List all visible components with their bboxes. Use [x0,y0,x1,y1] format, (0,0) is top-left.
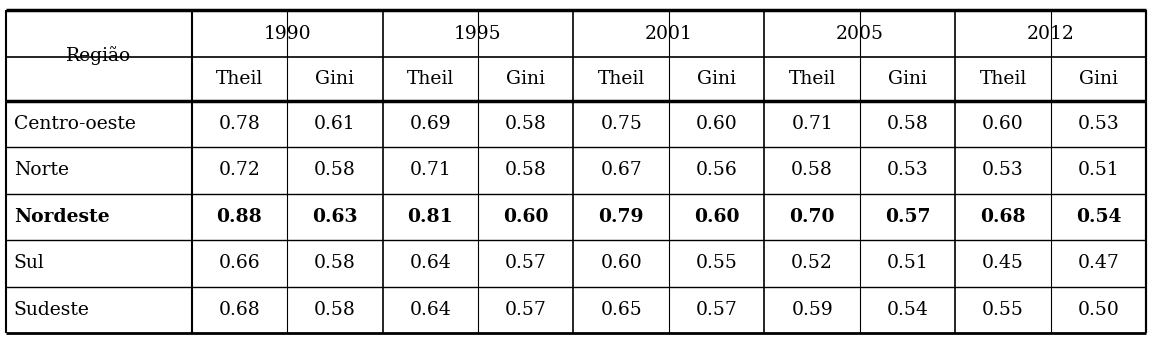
Text: Centro-oeste: Centro-oeste [14,115,136,133]
Text: 0.58: 0.58 [505,161,547,179]
Text: Gini: Gini [506,70,545,88]
Text: 0.69: 0.69 [409,115,452,133]
Text: 0.72: 0.72 [219,161,260,179]
Text: 0.71: 0.71 [409,161,452,179]
Text: 2005: 2005 [836,25,884,43]
Text: 0.51: 0.51 [1077,161,1120,179]
Text: 0.60: 0.60 [503,208,548,226]
Text: 0.61: 0.61 [314,115,356,133]
Text: Norte: Norte [14,161,69,179]
Text: 0.64: 0.64 [409,254,452,272]
Text: 0.81: 0.81 [408,208,453,226]
Text: 0.57: 0.57 [505,254,547,272]
Text: 0.88: 0.88 [217,208,263,226]
Text: 0.58: 0.58 [505,115,547,133]
Text: Theil: Theil [979,70,1026,88]
Text: 0.53: 0.53 [983,161,1024,179]
Text: 0.75: 0.75 [600,115,642,133]
Text: Theil: Theil [215,70,263,88]
Text: 0.68: 0.68 [219,301,260,319]
Text: 1990: 1990 [264,25,311,43]
Text: 0.78: 0.78 [219,115,260,133]
Text: 0.64: 0.64 [409,301,452,319]
Text: 0.68: 0.68 [980,208,1026,226]
Text: 0.63: 0.63 [312,208,357,226]
Text: 0.53: 0.53 [1077,115,1120,133]
Text: 0.60: 0.60 [600,254,642,272]
Text: Região: Região [66,46,131,65]
Text: 2001: 2001 [645,25,692,43]
Text: Sul: Sul [14,254,45,272]
Text: Sudeste: Sudeste [14,301,90,319]
Text: 0.50: 0.50 [1077,301,1120,319]
Text: Gini: Gini [697,70,736,88]
Text: 0.57: 0.57 [505,301,547,319]
Text: Theil: Theil [788,70,835,88]
Text: 0.71: 0.71 [791,115,833,133]
Text: 2012: 2012 [1026,25,1075,43]
Text: 0.70: 0.70 [789,208,835,226]
Text: 0.60: 0.60 [696,115,737,133]
Text: 0.59: 0.59 [791,301,833,319]
Text: 0.51: 0.51 [887,254,929,272]
Text: 0.52: 0.52 [791,254,833,272]
Text: 0.60: 0.60 [694,208,740,226]
Text: 1995: 1995 [454,25,502,43]
Text: 0.57: 0.57 [885,208,931,226]
Text: Gini: Gini [1079,70,1117,88]
Text: 0.58: 0.58 [791,161,833,179]
Text: 0.58: 0.58 [313,254,356,272]
Text: 0.47: 0.47 [1077,254,1120,272]
Text: 0.79: 0.79 [599,208,644,226]
Text: 0.54: 0.54 [887,301,929,319]
Text: 0.58: 0.58 [313,301,356,319]
Text: Gini: Gini [888,70,927,88]
Text: Gini: Gini [316,70,355,88]
Text: Nordeste: Nordeste [14,208,109,226]
Text: 0.58: 0.58 [887,115,929,133]
Text: 0.60: 0.60 [983,115,1024,133]
Text: 0.67: 0.67 [600,161,642,179]
Text: 0.54: 0.54 [1076,208,1121,226]
Text: 0.56: 0.56 [696,161,737,179]
Text: 0.65: 0.65 [600,301,642,319]
Text: 0.53: 0.53 [887,161,929,179]
Text: 0.66: 0.66 [219,254,260,272]
Text: 0.58: 0.58 [313,161,356,179]
Text: 0.57: 0.57 [696,301,737,319]
Text: 0.55: 0.55 [696,254,737,272]
Text: 0.55: 0.55 [983,301,1024,319]
Text: Theil: Theil [598,70,645,88]
Text: 0.45: 0.45 [983,254,1024,272]
Text: Theil: Theil [407,70,454,88]
